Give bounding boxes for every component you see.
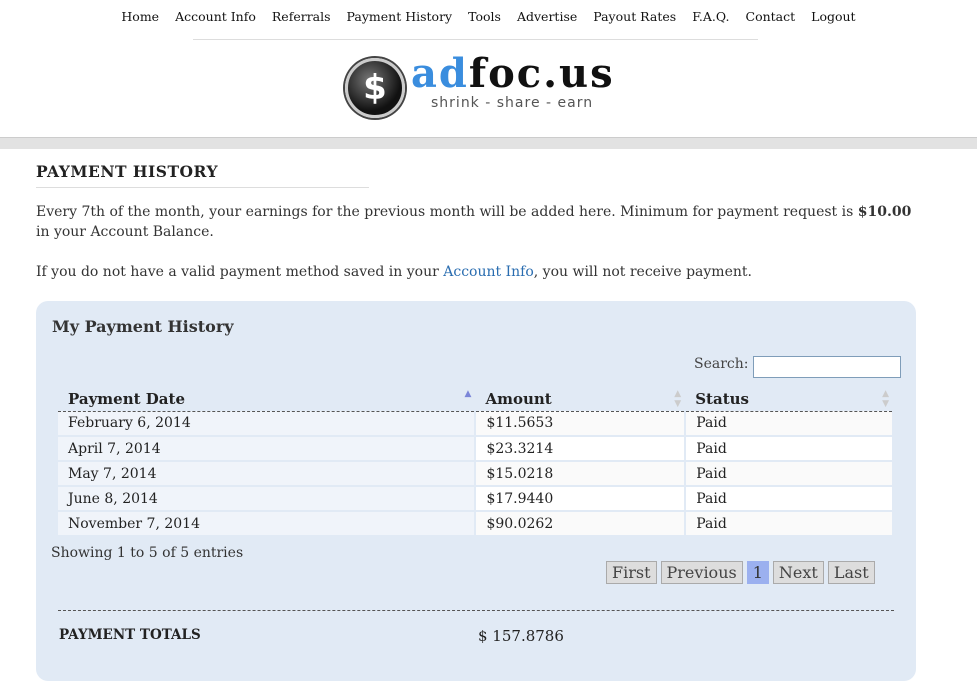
page-last-button[interactable]: Last <box>827 561 875 584</box>
top-nav: Home Account Info Referrals Payment History… <box>0 9 977 24</box>
pagination: First Previous 1 Next Last <box>606 561 879 584</box>
header-band <box>0 137 977 149</box>
table-cell: $15.0218 <box>475 461 687 487</box>
payment-table: Payment Date ▲ Amount ▲ ▼ Status ▲ ▼ February 6… <box>58 387 894 537</box>
column-label: Amount <box>485 389 552 408</box>
brand-part: foc.us <box>468 50 615 97</box>
panel-title: My Payment History <box>52 317 234 336</box>
entries-info: Showing 1 to 5 of 5 entries <box>51 545 244 561</box>
search: Search: <box>694 356 901 378</box>
table-cell: June 8, 2014 <box>58 486 477 512</box>
nav-advertise[interactable]: Advertise <box>516 9 578 24</box>
table-cell: Paid <box>685 486 894 512</box>
nav-payment-history[interactable]: Payment History <box>346 9 453 24</box>
dollar-coin-icon: $ <box>345 58 405 118</box>
brand-name: adfoc.us <box>411 50 615 97</box>
table-cell: Paid <box>685 411 894 437</box>
page-previous-button[interactable]: Previous <box>660 561 743 584</box>
sort-icon: ▲ ▼ <box>674 389 682 409</box>
table-cell: $17.9440 <box>475 486 687 512</box>
table-row: June 8, 2014 $17.9440 Paid <box>58 486 894 512</box>
intro-text: Every 7th of the month, your earnings fo… <box>36 202 926 242</box>
logo[interactable]: $ adfoc.us shrink - share - earn <box>343 50 623 120</box>
brand-part: ad <box>411 50 469 97</box>
text: If you do not have a valid payment metho… <box>36 264 444 280</box>
table-row: November 7, 2014 $90.0262 Paid <box>58 511 894 537</box>
table-cell: April 7, 2014 <box>58 436 477 462</box>
nav-referrals[interactable]: Referrals <box>271 9 331 24</box>
search-label: Search: <box>694 356 749 372</box>
column-header[interactable]: Payment Date ▲ <box>58 387 476 412</box>
column-header[interactable]: Amount ▲ ▼ <box>475 387 686 412</box>
nav-tools[interactable]: Tools <box>468 9 501 24</box>
tagline: shrink - share - earn <box>431 95 594 111</box>
table-cell: November 7, 2014 <box>58 511 477 537</box>
nav-contact[interactable]: Contact <box>745 9 796 24</box>
table-cell: February 6, 2014 <box>58 411 477 437</box>
divider <box>58 610 894 611</box>
text: in your Account Balance. <box>36 224 214 240</box>
totals-value: $ 157.8786 <box>478 627 564 645</box>
text: Every 7th of the month, your earnings fo… <box>36 204 858 220</box>
divider <box>36 187 369 188</box>
table-cell: Paid <box>685 461 894 487</box>
page-next-button[interactable]: Next <box>772 561 824 584</box>
table-cell: $11.5653 <box>475 411 687 437</box>
table-cell: $23.3214 <box>475 436 687 462</box>
text: , you will not receive payment. <box>533 264 752 280</box>
page-first-button[interactable]: First <box>606 561 657 584</box>
payment-note: If you do not have a valid payment metho… <box>36 262 926 282</box>
nav-f-a-q[interactable]: F.A.Q. <box>692 9 730 24</box>
sort-asc-icon: ▲ <box>464 389 472 399</box>
table-row: April 7, 2014 $23.3214 Paid <box>58 436 894 462</box>
nav-payout-rates[interactable]: Payout Rates <box>593 9 677 24</box>
totals-label: PAYMENT TOTALS <box>59 627 201 643</box>
divider <box>193 39 758 40</box>
table-cell: $90.0262 <box>475 511 687 537</box>
sort-icon: ▲ ▼ <box>882 389 889 409</box>
nav-home[interactable]: Home <box>121 9 160 24</box>
search-input[interactable] <box>753 356 901 378</box>
page-1-button[interactable]: 1 <box>746 561 769 584</box>
account-info-link[interactable]: Account Info <box>443 264 534 280</box>
column-label: Status <box>695 389 749 408</box>
column-label: Payment Date <box>68 389 185 408</box>
nav-logout[interactable]: Logout <box>811 9 856 24</box>
payment-history-panel: My Payment History Search: Payment Date ▲… <box>36 301 916 681</box>
table-row: May 7, 2014 $15.0218 Paid <box>58 461 894 487</box>
table-cell: May 7, 2014 <box>58 461 477 487</box>
table-cell: Paid <box>685 511 894 537</box>
table-cell: Paid <box>685 436 894 462</box>
page-title: PAYMENT HISTORY <box>36 162 219 181</box>
column-header[interactable]: Status ▲ ▼ <box>685 387 893 412</box>
nav-account-info[interactable]: Account Info <box>175 9 256 24</box>
minimum-amount: $10.00 <box>857 204 912 220</box>
table-row: February 6, 2014 $11.5653 Paid <box>58 411 894 437</box>
